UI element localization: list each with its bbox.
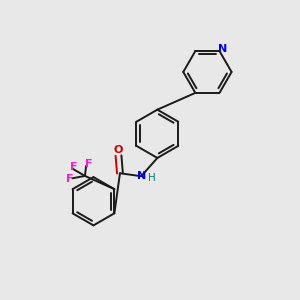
Text: O: O <box>114 145 123 155</box>
Text: N: N <box>218 44 228 54</box>
Text: F: F <box>67 174 74 184</box>
Text: N: N <box>136 171 146 181</box>
Text: F: F <box>85 158 92 169</box>
Text: H: H <box>148 173 156 183</box>
Text: F: F <box>70 162 77 172</box>
